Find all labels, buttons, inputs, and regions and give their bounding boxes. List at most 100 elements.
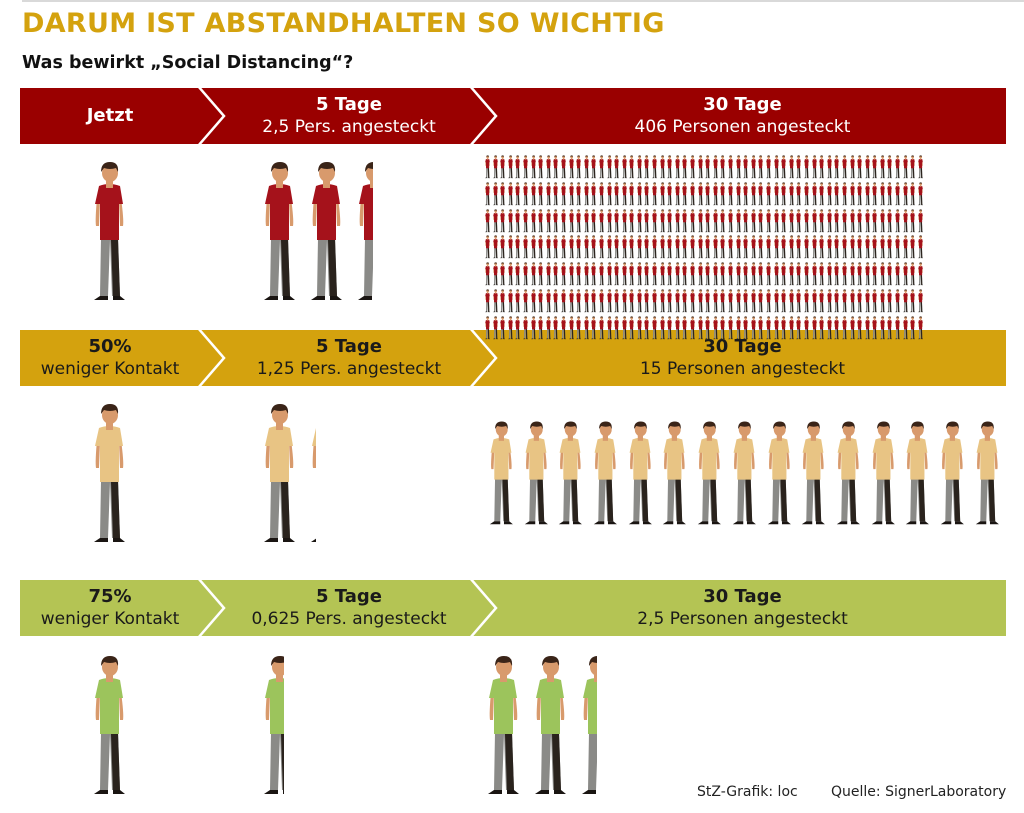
person-figure [780, 235, 787, 259]
person-icon [712, 289, 718, 313]
person-figure [917, 235, 924, 259]
person-figure [841, 262, 848, 286]
person-icon [811, 235, 817, 259]
person-icon [743, 235, 749, 259]
person-figure [856, 235, 863, 259]
person-figure [258, 654, 284, 799]
person-icon [826, 262, 832, 286]
person-figure [606, 262, 613, 286]
person-figure [606, 208, 613, 233]
person-figure [514, 155, 521, 179]
person-figure [352, 160, 373, 305]
person-icon [917, 208, 923, 232]
chevron-separator-icon [198, 330, 226, 386]
person-icon [492, 235, 498, 259]
person-icon [583, 235, 589, 259]
person-icon [735, 208, 741, 232]
person-figure [484, 235, 491, 259]
person-figure [886, 235, 893, 259]
person-icon [767, 421, 791, 525]
person-icon [560, 289, 567, 313]
person-figure [568, 182, 575, 206]
person-icon [606, 316, 612, 339]
person-figure [803, 155, 810, 179]
person-icon [485, 208, 491, 232]
person-figure [879, 208, 886, 233]
person-icon [781, 289, 787, 313]
person-icon [728, 262, 734, 286]
person-icon [773, 289, 779, 313]
person-icon [358, 162, 373, 300]
person-icon [522, 235, 529, 259]
person-icon [583, 316, 589, 339]
person-figure [305, 160, 347, 305]
person-figure [507, 289, 514, 313]
person-icon [576, 208, 582, 232]
person-figure [651, 182, 658, 206]
person-icon [728, 235, 734, 259]
person-figure [742, 262, 749, 286]
person-figure [628, 235, 635, 259]
person-figure [560, 155, 567, 179]
person-figure [583, 182, 590, 206]
person-icon [773, 316, 779, 339]
person-icon [887, 235, 893, 259]
person-figure [628, 289, 635, 313]
person-figure [598, 289, 605, 313]
person-icon [629, 316, 635, 339]
person-icon [841, 262, 848, 286]
person-figure [537, 208, 544, 233]
person-icon [545, 182, 551, 205]
person-icon [667, 182, 673, 205]
person-icon [538, 208, 544, 232]
person-icon [576, 289, 582, 313]
person-figure [625, 420, 655, 528]
person-icon [659, 316, 665, 339]
person-icon [644, 289, 650, 313]
data-source: Quelle: SignerLaboratory [831, 784, 1007, 800]
person-icon [663, 421, 687, 525]
person-icon [834, 155, 840, 179]
person-icon [598, 208, 605, 232]
person-icon [720, 316, 726, 339]
person-figure [659, 235, 666, 259]
chevron-separator-icon [470, 330, 498, 386]
person-icon [841, 182, 848, 205]
person-figure [773, 155, 780, 179]
person-icon [864, 155, 870, 179]
band-arrows [20, 88, 1006, 144]
person-figure [864, 155, 871, 179]
person-figure [484, 316, 491, 340]
person-figure [537, 235, 544, 259]
person-icon [834, 235, 840, 259]
person-figure [522, 182, 529, 206]
person-icon [849, 182, 855, 205]
person-icon [902, 155, 908, 179]
person-figure [833, 262, 840, 286]
person-figure [757, 289, 764, 313]
person-icon [910, 208, 916, 232]
person-icon [644, 208, 650, 232]
person-figure [841, 289, 848, 313]
person-icon [864, 289, 870, 313]
person-figure [666, 182, 673, 206]
person-icon [311, 428, 316, 542]
person-figure [902, 420, 932, 528]
person-figure [613, 289, 620, 313]
person-figure [902, 316, 909, 340]
person-icon [576, 155, 582, 179]
person-figure [643, 208, 650, 233]
person-icon [644, 235, 650, 259]
person-figure [833, 289, 840, 313]
person-figure [552, 289, 559, 313]
person-icon [796, 289, 802, 313]
person-icon [750, 289, 756, 313]
band-cell-now: Jetzt [20, 88, 200, 144]
person-icon [652, 262, 658, 286]
person-icon [857, 182, 863, 205]
person-figure [704, 235, 711, 259]
person-icon [524, 421, 548, 525]
person-figure [826, 155, 833, 179]
person-icon [864, 316, 870, 339]
person-icon [872, 235, 878, 259]
